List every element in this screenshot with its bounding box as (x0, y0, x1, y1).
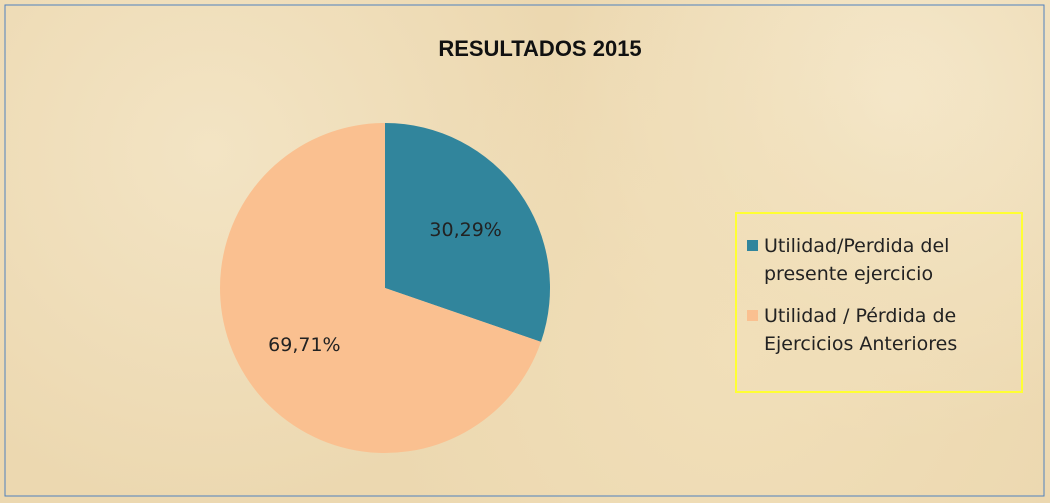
data-label: 30,29% (429, 219, 501, 241)
pie-slice (219, 123, 541, 453)
pie-slice (385, 123, 550, 342)
legend: Utilidad/Perdida del presente ejercicio U… (735, 212, 1023, 393)
legend-entry: Utilidad/Perdida del presente ejercicio (747, 232, 1011, 288)
legend-label: Utilidad / Pérdida de Ejercicios Anterio… (764, 305, 958, 355)
legend-entry: Utilidad / Pérdida de Ejercicios Anterio… (747, 302, 1011, 358)
legend-label: Utilidad/Perdida del presente ejercicio (764, 235, 950, 285)
legend-swatch (747, 310, 758, 321)
chart-title: RESULTADOS 2015 (438, 36, 641, 61)
data-label: 69,71% (268, 334, 340, 356)
legend-swatch (747, 240, 758, 251)
chart-border (4, 4, 1045, 497)
